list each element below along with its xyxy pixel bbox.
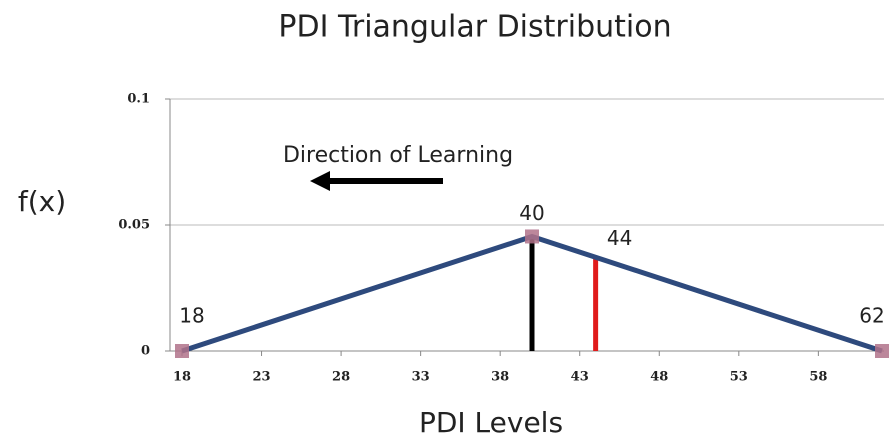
marker xyxy=(175,344,189,358)
x-tick-label: 53 xyxy=(730,370,748,385)
y-tick-label: 0.05 xyxy=(118,218,150,233)
x-tick-label: 18 xyxy=(173,370,191,385)
data-label: 62 xyxy=(859,304,884,328)
x-axis-label: PDI Levels xyxy=(419,406,563,439)
marker xyxy=(875,344,889,358)
x-tick-label: 28 xyxy=(332,370,350,385)
marker xyxy=(525,229,539,244)
chart-title: PDI Triangular Distribution xyxy=(278,10,671,45)
data-label: 44 xyxy=(607,226,632,250)
annotation: Direction of Learning xyxy=(283,143,513,168)
x-tick-label: 23 xyxy=(252,370,270,385)
x-tick-label: 33 xyxy=(412,370,430,385)
arrow-head xyxy=(310,171,330,191)
x-tick-label: 48 xyxy=(650,370,668,385)
y-tick-label: 0.1 xyxy=(127,92,150,107)
data-label: 18 xyxy=(179,304,204,328)
x-tick-label: 58 xyxy=(809,370,827,385)
y-tick-label: 0 xyxy=(141,344,150,359)
x-tick-label: 43 xyxy=(571,370,589,385)
data-label: 40 xyxy=(519,201,544,225)
x-tick-label: 38 xyxy=(491,370,509,385)
y-axis-label: f(x) xyxy=(18,185,66,218)
